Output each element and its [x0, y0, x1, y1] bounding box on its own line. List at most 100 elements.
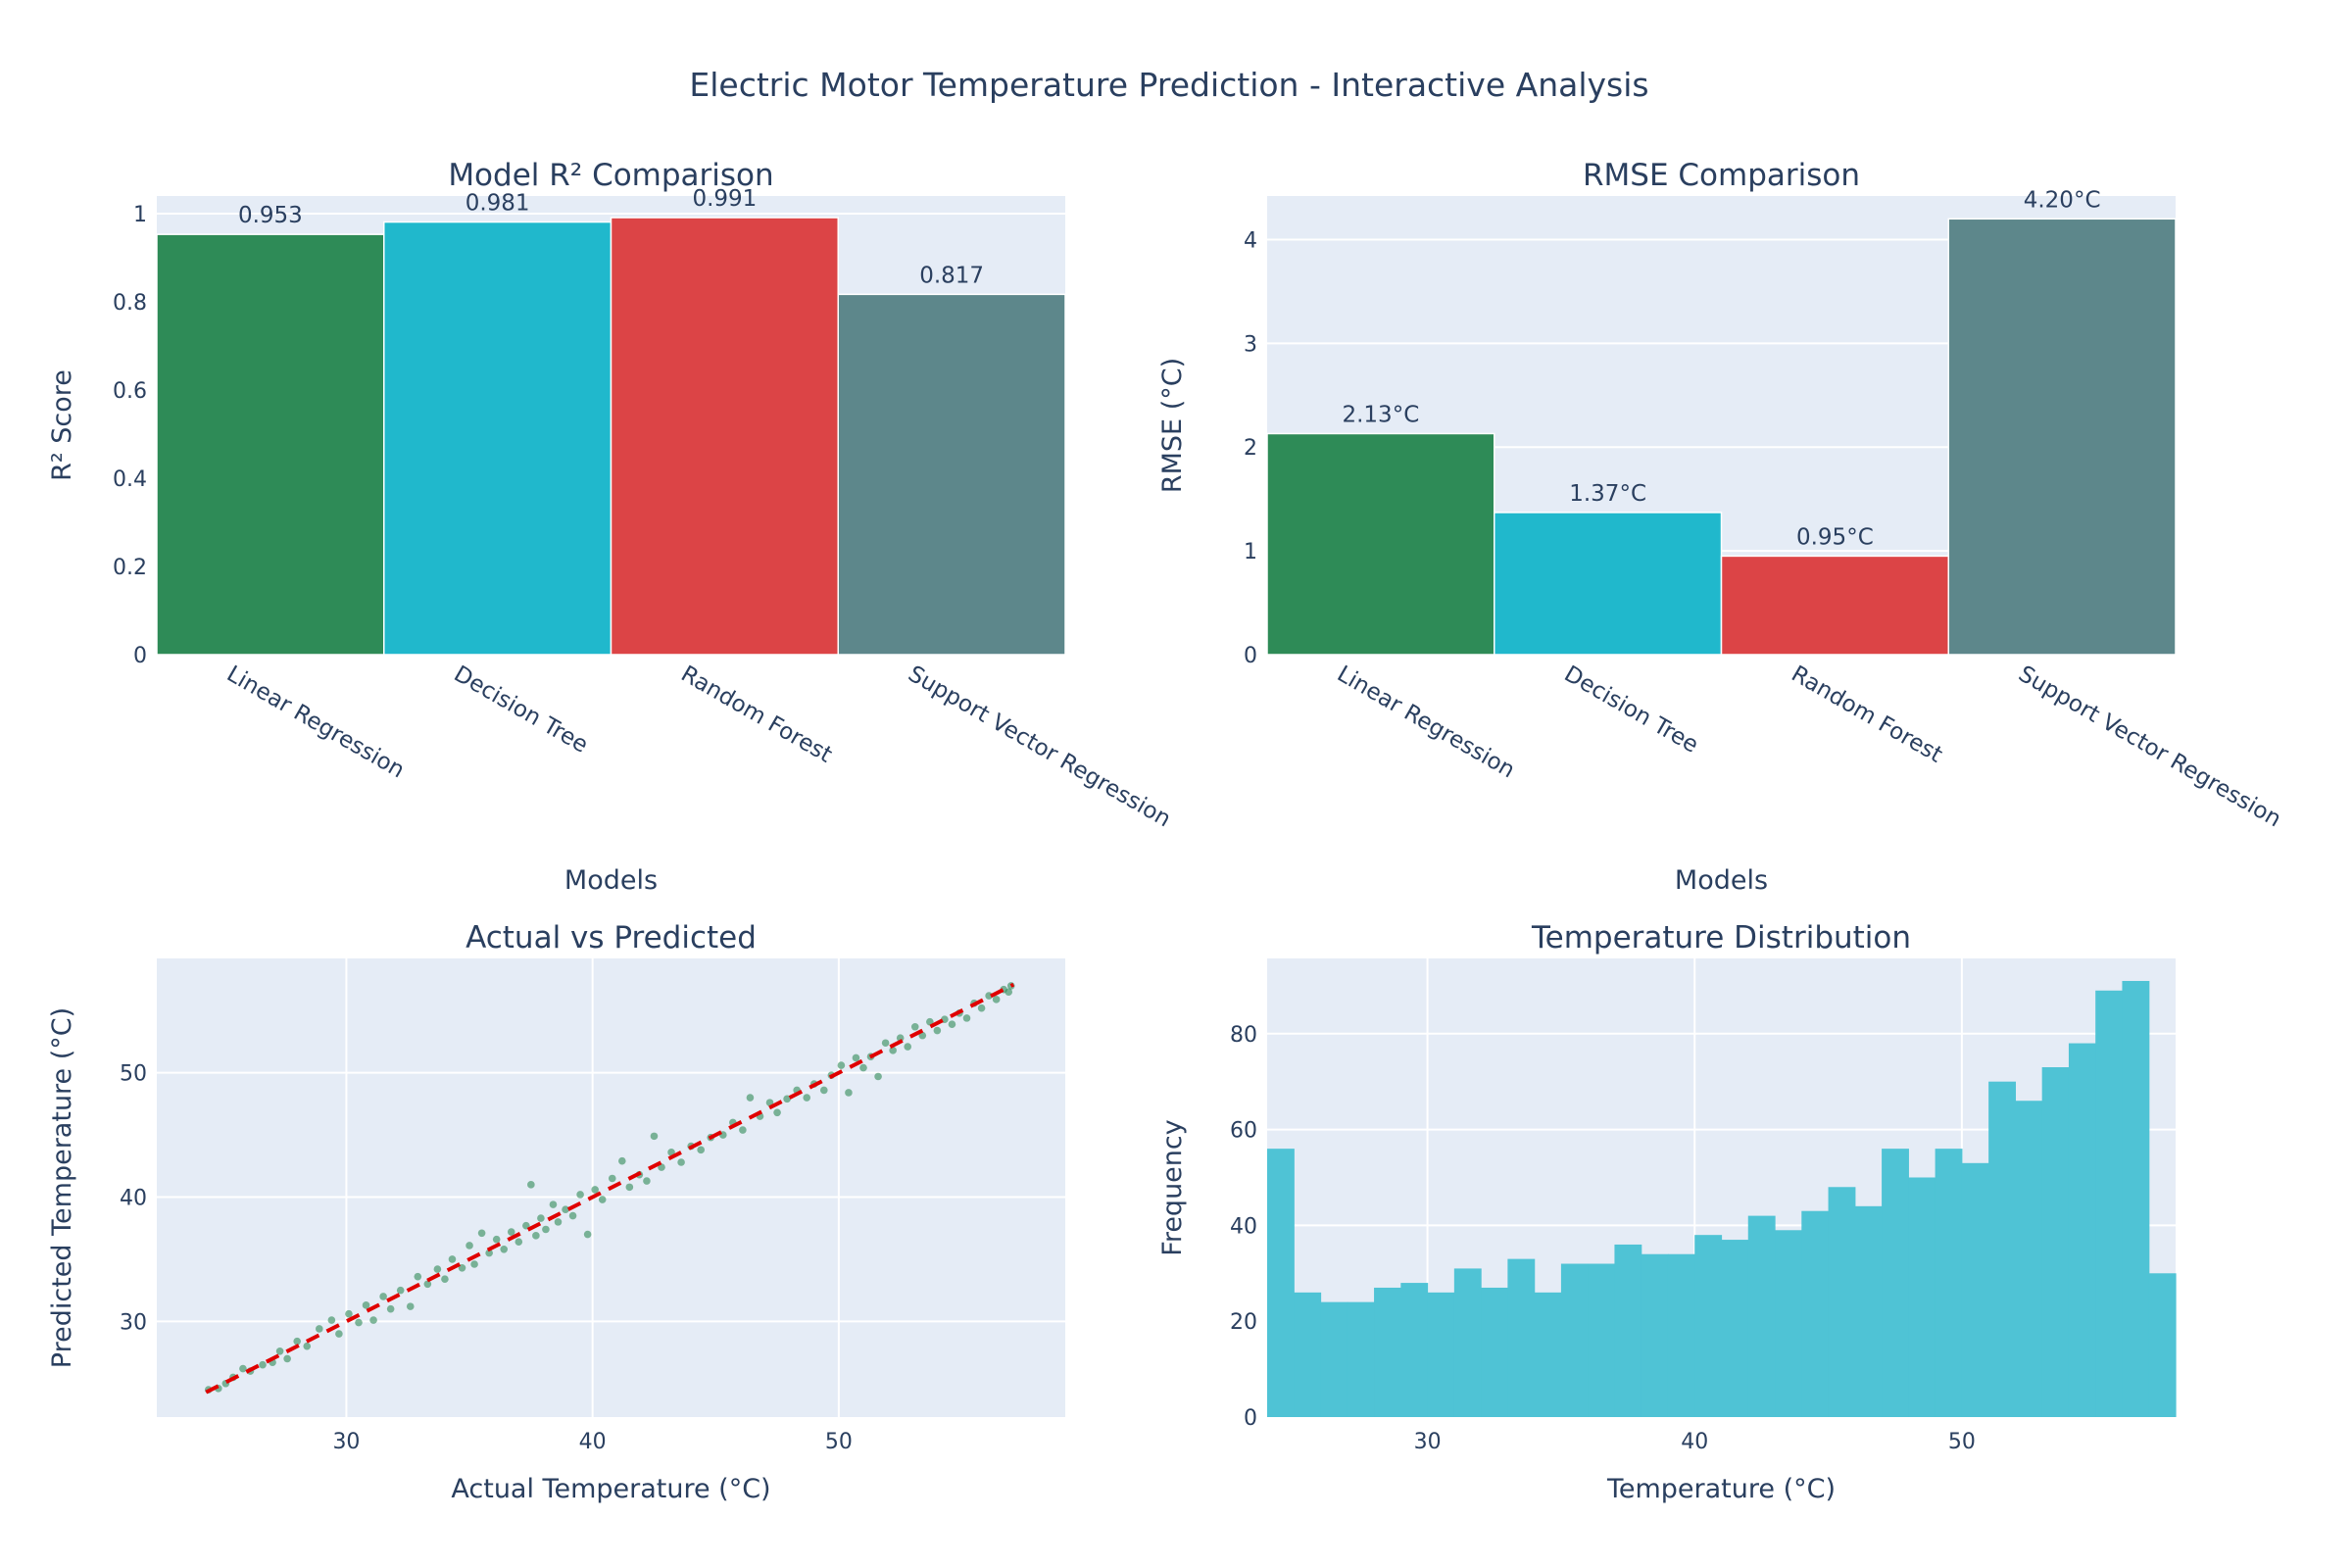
scatter-point: [625, 1183, 634, 1192]
x-tick-label: 50: [1948, 1430, 1976, 1454]
scatter-points: [204, 982, 1015, 1395]
scatter-point: [275, 1347, 284, 1355]
histogram-bar: [1588, 1263, 1616, 1417]
histogram-bar: [1400, 1283, 1429, 1417]
scatter-point: [852, 1054, 860, 1062]
scatter-point: [303, 1342, 312, 1350]
scatter-point: [948, 1020, 956, 1029]
scatter-point: [477, 1229, 486, 1238]
histogram-bar: [1534, 1292, 1562, 1417]
subplot-1: 0 0.2 0.4 0.6 0.8 1 Model R² Comparison Models R…: [47, 158, 1175, 896]
subplot-title: RMSE Comparison: [1583, 158, 1860, 193]
y-tick-label: 40: [1230, 1214, 1257, 1239]
histogram-bar: [2041, 1067, 2070, 1417]
scatter-point: [259, 1360, 267, 1369]
x-axis-title: Temperature (°C): [1606, 1474, 1836, 1504]
subplot-title: Temperature Distribution: [1531, 920, 1911, 956]
scatter-point: [466, 1242, 473, 1250]
scatter-point: [568, 1211, 577, 1220]
y-tick-label: 0.4: [113, 467, 147, 492]
y-tick-label: 80: [1230, 1023, 1257, 1048]
bar-data-label: 0.981: [466, 191, 530, 217]
histogram-bar: [1801, 1210, 1830, 1417]
histogram-bar: [1320, 1301, 1348, 1417]
y-axis-title: R² Score: [47, 369, 77, 481]
scatter-point: [910, 1022, 919, 1031]
scatter-point: [881, 1039, 890, 1048]
subplot-4: 0 20 40 60 80 30 40 50 Temperature Distribution T…: [1157, 920, 2177, 1504]
scatter-point: [962, 1014, 971, 1022]
y-tick-label: 0: [1244, 1406, 1257, 1431]
scatter-point: [345, 1309, 353, 1318]
y-tick-label: 3: [1244, 332, 1257, 357]
y-tick-label: 0.6: [113, 379, 147, 404]
scatter-point: [514, 1238, 523, 1246]
scatter-point: [362, 1301, 370, 1309]
scatter-point: [433, 1265, 442, 1273]
bar-1: [156, 233, 385, 656]
subplot-title: Actual vs Predicted: [466, 920, 757, 956]
scatter-point: [874, 1072, 882, 1081]
scatter-point: [697, 1146, 705, 1154]
bar-data-label: 0.991: [692, 186, 757, 212]
bar-data-label: 0.953: [238, 203, 303, 228]
scatter-point: [492, 1235, 501, 1244]
histogram-bar: [1747, 1215, 1776, 1417]
y-tick-label: 60: [1230, 1119, 1257, 1144]
x-axis-title: Models: [564, 865, 658, 896]
bar-data-label: 2.13°C: [1342, 402, 1419, 427]
y-axis-title: Frequency: [1157, 1119, 1188, 1256]
histogram-bar: [1560, 1263, 1589, 1417]
histogram-bar: [1828, 1187, 1856, 1417]
histogram-bar: [2015, 1101, 2043, 1417]
scatter-point: [845, 1089, 853, 1097]
bar-data-label: 4.20°C: [2024, 187, 2101, 213]
histogram-bar: [1267, 1149, 1295, 1417]
scatter-point: [396, 1286, 405, 1295]
scatter-point: [532, 1232, 540, 1240]
subplot-title: Model R² Comparison: [448, 158, 773, 193]
scatter-point: [896, 1034, 905, 1042]
y-tick-label: 20: [1230, 1310, 1257, 1335]
bar-2: [383, 220, 612, 656]
histogram-bar: [1935, 1149, 1963, 1417]
scatter-point: [562, 1205, 569, 1213]
histogram-bar: [1882, 1149, 1909, 1417]
histogram-bar: [1453, 1268, 1482, 1417]
scatter-point: [1004, 988, 1013, 997]
scatter-point: [618, 1156, 626, 1165]
scatter-point: [889, 1047, 897, 1054]
scatter-point: [859, 1063, 867, 1072]
histogram-bar: [1667, 1253, 1695, 1417]
scatter-point: [598, 1196, 607, 1203]
y-tick-label: 2: [1244, 436, 1257, 461]
scatter-point: [327, 1316, 336, 1324]
x-tick-label: 30: [332, 1430, 360, 1454]
scatter-point: [335, 1330, 343, 1338]
scatter-point: [837, 1061, 846, 1069]
histogram-bar: [1988, 1081, 2017, 1417]
scatter-point: [369, 1316, 377, 1324]
bar-4: [1947, 218, 2177, 656]
y-axis-title: Predicted Temperature (°C): [47, 1007, 77, 1368]
scatter-point: [470, 1260, 478, 1268]
scatter-point: [576, 1191, 584, 1199]
x-category-label: Support Vector Regression: [904, 662, 1175, 833]
subplot-3: 30 40 50 30 40 50 Actual vs Predicted Actual Te…: [47, 920, 1065, 1504]
scatter-point: [448, 1255, 457, 1263]
histogram-bar: [1294, 1292, 1322, 1417]
x-category-label: Random Forest: [676, 662, 836, 768]
scatter-point: [507, 1228, 515, 1236]
y-tick-label: 1: [133, 203, 147, 227]
subplot-2: 0 1 2 3 4 RMSE Comparison Models RMSE (°C) 2.13°…: [1157, 158, 2285, 896]
bar-data-label: 0.817: [919, 263, 984, 288]
scatter-point: [739, 1126, 747, 1134]
bar-1: [1266, 432, 1495, 656]
scatter-point: [406, 1302, 415, 1310]
scatter-point: [500, 1245, 509, 1253]
bar-data-label: 1.37°C: [1569, 481, 1646, 507]
main-title: Electric Motor Temperature Prediction - …: [689, 66, 1648, 104]
bar-2: [1494, 512, 1723, 656]
scatter-point: [423, 1280, 432, 1289]
